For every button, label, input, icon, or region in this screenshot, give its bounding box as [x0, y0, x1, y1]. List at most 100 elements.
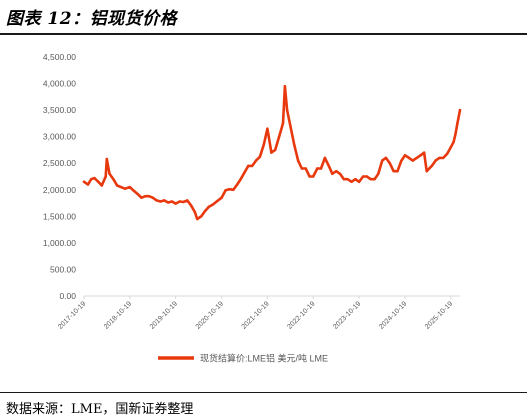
- legend: 现货结算价:LME铝 美元/吨 LME: [158, 353, 328, 364]
- data-point: [346, 178, 349, 181]
- data-point: [140, 196, 143, 199]
- data-point: [155, 199, 158, 202]
- data-point: [97, 180, 100, 183]
- data-point: [388, 162, 391, 165]
- source-note: 数据来源：LME，国新证券整理: [6, 402, 194, 417]
- data-point: [236, 183, 239, 186]
- data-point: [119, 185, 123, 189]
- data-point: [411, 159, 414, 162]
- data-point: [281, 122, 285, 125]
- y-tick-label: 4,000.00: [43, 79, 76, 89]
- x-tick-label: 2021-10-19: [241, 300, 271, 330]
- data-point: [425, 170, 428, 173]
- y-tick-label: 1,000.00: [43, 238, 76, 248]
- y-axis: 0.00 500.00 1,000.00 1,500.00 2,000.00 2,500.…: [43, 52, 76, 301]
- data-point: [396, 170, 399, 173]
- y-tick-label: 4,500.00: [43, 52, 76, 62]
- data-point: [151, 196, 154, 199]
- data-point: [449, 146, 452, 149]
- data-point: [283, 85, 287, 88]
- data-point: [232, 188, 235, 191]
- data-point: [254, 159, 258, 162]
- data-point: [200, 215, 203, 218]
- data-point: [458, 108, 462, 112]
- data-point: [108, 172, 111, 175]
- x-tick-label: 2020-10-19: [195, 300, 225, 330]
- data-point: [277, 135, 281, 138]
- x-tick-label: 2023-10-19: [332, 300, 362, 330]
- data-point: [128, 185, 131, 189]
- data-point: [452, 140, 455, 144]
- data-point: [174, 202, 177, 205]
- data-point: [361, 175, 365, 178]
- x-tick-label: 2025-10-19: [424, 300, 454, 330]
- data-point: [123, 187, 127, 190]
- data-point: [211, 203, 214, 206]
- x-tick-label: 2024-10-19: [378, 300, 408, 330]
- data-point: [207, 205, 211, 208]
- legend-label: 现货结算价:LME铝 美元/吨 LME: [200, 353, 328, 364]
- data-point: [86, 183, 90, 186]
- data-point: [190, 204, 193, 207]
- data-point: [373, 178, 376, 181]
- data-point: [90, 178, 93, 181]
- data-point: [203, 209, 207, 213]
- data-point: [93, 176, 96, 180]
- data-point: [166, 201, 170, 204]
- data-point: [369, 178, 372, 181]
- data-point: [258, 155, 262, 158]
- data-point: [105, 157, 109, 161]
- data-point: [392, 170, 395, 173]
- data-point: [274, 148, 277, 152]
- data-point: [357, 180, 361, 183]
- y-tick-label: 500.00: [50, 264, 76, 274]
- data-point: [293, 143, 296, 146]
- data-point: [136, 192, 139, 196]
- data-point: [377, 172, 380, 175]
- data-point: [338, 172, 342, 175]
- data-point: [262, 143, 265, 146]
- data-point: [215, 200, 218, 203]
- data-point: [193, 210, 197, 214]
- data-point: [319, 167, 323, 170]
- data-point: [228, 188, 231, 191]
- data-point: [331, 172, 334, 175]
- data-point: [381, 159, 384, 162]
- data-point: [354, 178, 357, 181]
- data-point: [285, 108, 289, 112]
- data-point: [270, 151, 273, 154]
- data-point: [182, 200, 185, 204]
- data-point: [243, 171, 246, 174]
- data-point: [312, 175, 315, 178]
- data-point: [442, 156, 445, 160]
- x-tick-label: 2022-10-19: [286, 300, 316, 330]
- bottom-divider: [0, 392, 527, 393]
- data-point: [384, 156, 388, 160]
- data-point: [170, 200, 174, 203]
- data-point: [308, 175, 311, 178]
- data-point: [446, 152, 449, 155]
- data-point: [220, 196, 223, 199]
- data-point: [342, 178, 346, 181]
- y-tick-label: 0.00: [59, 291, 76, 301]
- data-point: [266, 127, 269, 130]
- data-point: [296, 159, 300, 162]
- data-point: [196, 217, 199, 221]
- data-point: [178, 200, 181, 203]
- x-tick-label: 2017-10-19: [57, 300, 87, 330]
- data-point: [251, 164, 254, 168]
- data-point: [365, 175, 368, 178]
- data-point: [323, 156, 327, 160]
- data-point: [419, 154, 422, 157]
- data-point: [415, 156, 418, 160]
- y-tick-label: 2,000.00: [43, 185, 76, 195]
- figure-title: 图表 12：铝现货价格: [6, 9, 178, 29]
- y-tick-label: 2,500.00: [43, 158, 76, 168]
- top-divider: [0, 33, 527, 35]
- y-tick-label: 1,500.00: [43, 211, 76, 221]
- line-chart: 0.00 500.00 1,000.00 1,500.00 2,000.00 2,500.…: [43, 52, 462, 364]
- data-point: [82, 180, 86, 183]
- x-tick-label: 2018-10-19: [103, 300, 133, 330]
- data-point: [403, 154, 407, 157]
- data-point: [438, 156, 441, 160]
